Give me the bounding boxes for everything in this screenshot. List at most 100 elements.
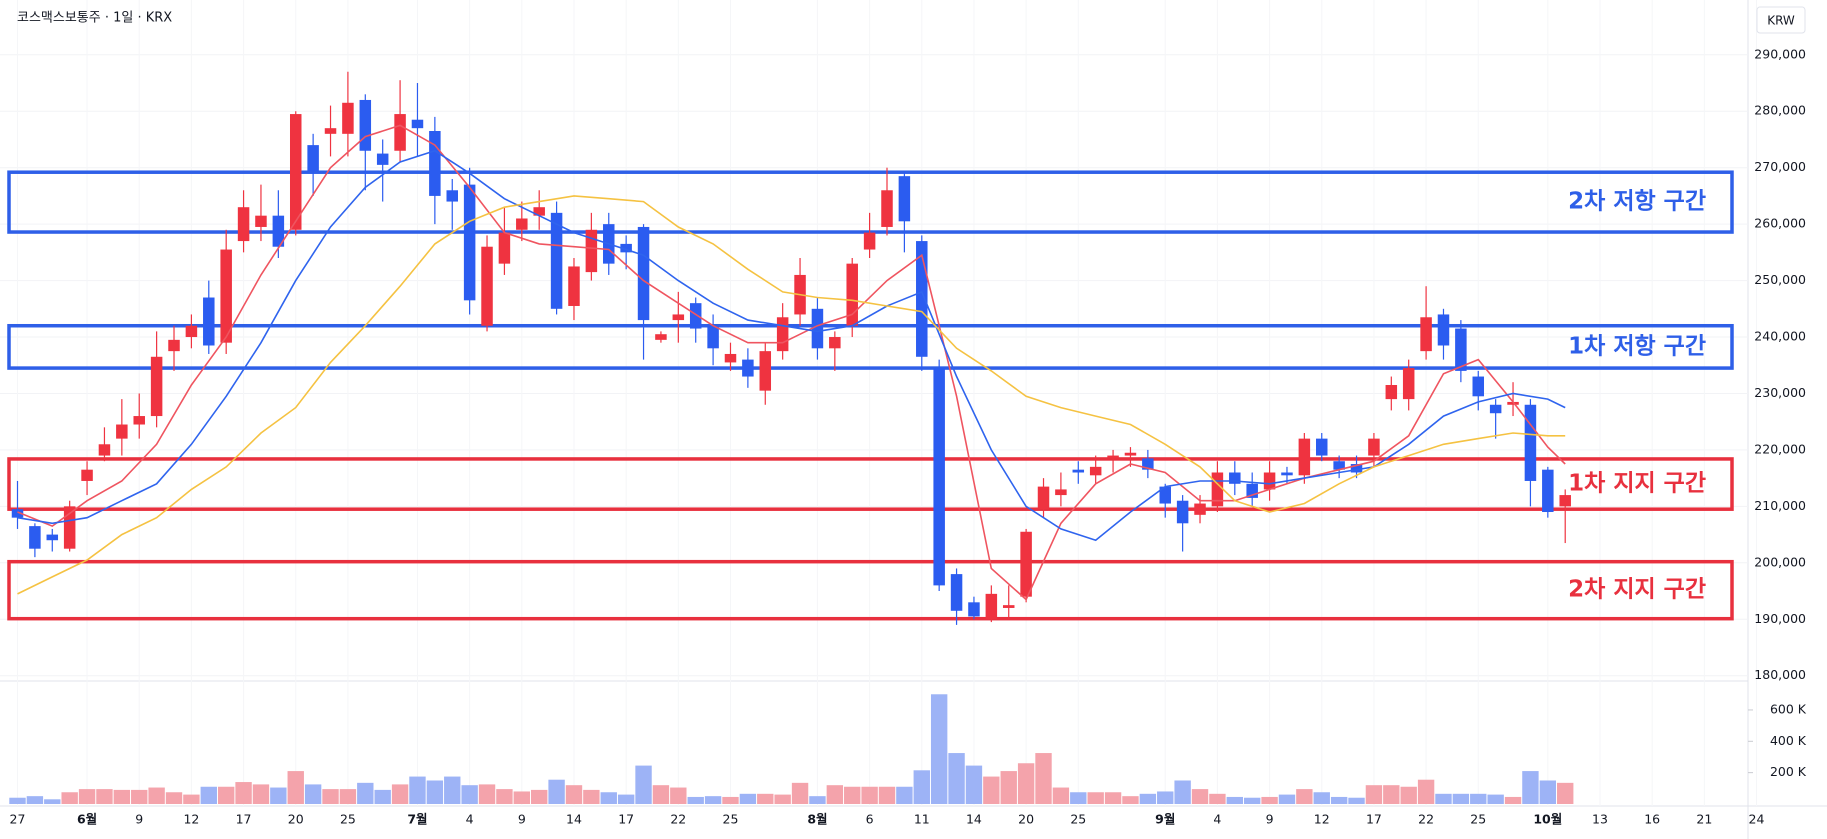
x-tick-label: 25 xyxy=(1470,812,1486,827)
volume-bar xyxy=(930,694,948,804)
volume-bar xyxy=(1174,780,1191,804)
candle-body xyxy=(1281,472,1293,476)
volume-bar xyxy=(1557,782,1574,804)
moving-average-line xyxy=(17,195,1566,595)
volume-bar xyxy=(1487,794,1504,804)
volume-bar xyxy=(357,782,374,804)
candle-body xyxy=(1020,531,1032,597)
volume-bar xyxy=(757,793,774,804)
x-tick-label: 6월 xyxy=(77,812,97,827)
x-tick-label: 11 xyxy=(914,812,930,827)
volume-bar xyxy=(1400,786,1417,804)
volume-bar xyxy=(739,793,757,804)
x-tick-label: 9 xyxy=(135,812,143,827)
candle-body xyxy=(255,215,267,227)
volume-bar xyxy=(1348,797,1365,804)
candle-body xyxy=(1385,385,1398,400)
candle-body xyxy=(1142,458,1154,470)
x-tick-label: 22 xyxy=(1418,812,1434,827)
candle-body xyxy=(950,574,963,611)
volume-bar xyxy=(652,785,670,804)
volume-bar xyxy=(1017,763,1035,804)
volume-tick-label: 400 K xyxy=(1770,733,1807,748)
y-tick-label: 220,000 xyxy=(1754,441,1806,456)
candle-body xyxy=(289,114,302,230)
candle-body xyxy=(98,444,111,456)
x-tick-label: 13 xyxy=(1592,812,1608,827)
x-tick-label: 20 xyxy=(288,812,304,827)
candle-body xyxy=(1350,464,1363,473)
candle-body xyxy=(429,131,441,196)
volume-bar xyxy=(1417,779,1435,804)
x-tick-label: 17 xyxy=(236,812,252,827)
candle-body xyxy=(376,153,389,165)
volume-bar xyxy=(270,787,287,804)
moving-average-line xyxy=(17,124,1566,601)
volume-bar xyxy=(600,792,617,804)
volume-bar xyxy=(183,794,200,804)
volume-bar xyxy=(809,796,826,804)
candle-body xyxy=(1211,472,1224,507)
x-tick-label: 17 xyxy=(618,812,634,827)
candle-body xyxy=(220,249,232,343)
candle-body xyxy=(637,226,650,321)
candle-body xyxy=(1002,605,1015,608)
zones xyxy=(7,170,1734,621)
volume-bar xyxy=(1383,785,1400,804)
volume-bar xyxy=(26,796,44,804)
candle-body xyxy=(446,190,458,202)
candle-body xyxy=(742,359,754,377)
candle-body xyxy=(1507,401,1519,405)
x-tick-label: 10월 xyxy=(1533,812,1562,827)
volume-tick-label: 200 K xyxy=(1770,764,1807,779)
x-tick-label: 7월 xyxy=(407,812,427,827)
x-tick-label: 25 xyxy=(723,812,739,827)
volume-bar xyxy=(496,789,513,804)
candle-body xyxy=(759,351,772,391)
volume-bar xyxy=(1000,771,1017,804)
currency-box[interactable] xyxy=(1756,6,1806,34)
candle-body xyxy=(968,602,980,617)
zone-label: 1차 지지 구간 xyxy=(1568,471,1706,497)
volume-bar xyxy=(670,787,687,804)
volume-bar xyxy=(1209,793,1226,804)
candle-body xyxy=(863,232,876,250)
volume-bar xyxy=(722,796,739,804)
y-tick-label: 200,000 xyxy=(1754,554,1806,569)
volume-bar xyxy=(635,765,652,804)
moving-average-line xyxy=(17,149,1566,542)
candle-body xyxy=(1524,404,1537,481)
candle-body xyxy=(1542,469,1554,513)
labels: 180,000 190,000 200,000 210,000 220,000 230,0… xyxy=(10,46,1807,826)
candle-body xyxy=(11,509,24,518)
currency-label[interactable]: KRW xyxy=(1767,14,1795,28)
candle-body xyxy=(307,145,319,171)
volume-bar xyxy=(1504,796,1522,804)
volume-bar xyxy=(1435,793,1452,804)
candle-body xyxy=(1559,495,1571,507)
volume-bar xyxy=(96,789,113,804)
x-tick-label: 25 xyxy=(340,812,356,827)
candle-body xyxy=(411,119,424,129)
volume-bar xyxy=(165,792,183,804)
candle-body xyxy=(1489,404,1502,414)
candle-body xyxy=(1437,314,1450,346)
candle-body xyxy=(1055,489,1067,496)
zone-box xyxy=(7,559,1734,621)
candle-body xyxy=(672,314,685,321)
volume-bar xyxy=(478,784,496,804)
volume-bar xyxy=(200,786,217,804)
candle-body xyxy=(1368,438,1380,456)
candle-body xyxy=(846,263,858,326)
volume-bar xyxy=(896,786,913,804)
x-tick-label: 9 xyxy=(518,812,526,827)
volume-bar xyxy=(1296,789,1313,804)
candle-body xyxy=(1420,317,1432,352)
volume-bar xyxy=(548,779,565,804)
y-tick-label: 210,000 xyxy=(1754,498,1806,513)
candle-body xyxy=(133,416,145,425)
candle-body xyxy=(829,337,841,349)
candle-body xyxy=(237,207,250,242)
candle-body xyxy=(933,368,945,586)
